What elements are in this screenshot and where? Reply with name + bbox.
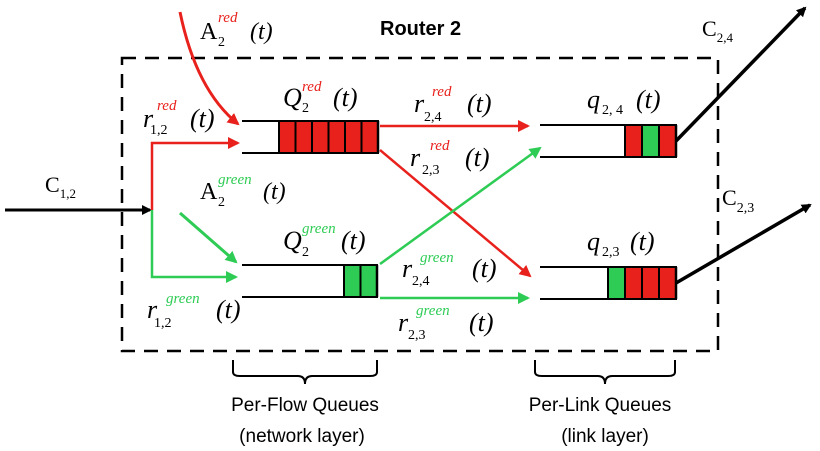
- packet-red: [278, 120, 297, 154]
- label-a-red: A2red(t): [200, 10, 273, 50]
- green-to-link24-arrow: [379, 146, 542, 266]
- packet-green: [607, 266, 626, 300]
- packet-red: [344, 120, 363, 154]
- label-q-red: Q2red (t): [283, 79, 358, 116]
- red-to-link23-arrow: [379, 149, 532, 278]
- label-r12-green: r1,2green (t): [147, 291, 241, 331]
- packet-green: [343, 264, 362, 298]
- flow-queue-green: [242, 264, 379, 298]
- per-flow-caption-line2: (network layer): [239, 426, 365, 447]
- link-queue-24: [540, 124, 678, 158]
- red-input-path: [150, 137, 240, 210]
- label-r24-red: r2,4red (t): [414, 84, 492, 125]
- packet-red: [360, 120, 379, 154]
- router-boundary: [120, 56, 720, 353]
- packet-red: [294, 120, 313, 154]
- link-queue-23: [540, 266, 678, 300]
- packet-red: [311, 120, 330, 154]
- label-c12: C1,2: [45, 172, 76, 201]
- per-link-bracket: [534, 360, 676, 385]
- label-q24: q 2, 4 (t): [587, 85, 661, 118]
- packet-red: [624, 266, 643, 300]
- label-r23-red: r 2,3red (t): [410, 138, 490, 178]
- label-a-green: A2green (t): [200, 172, 286, 210]
- packet-green: [641, 124, 660, 158]
- router-title: Router 2: [380, 18, 461, 40]
- packet-red: [658, 266, 677, 300]
- per-link-caption-line1: Per-Link Queues: [529, 395, 672, 416]
- green-input-path: [150, 210, 238, 283]
- packet-red: [658, 124, 677, 158]
- flow-queue-red: [242, 120, 380, 154]
- label-q23: q 2,3 (t): [587, 227, 655, 260]
- packet-green: [359, 264, 378, 298]
- output-link-c23: [675, 203, 812, 285]
- label-c24: C2,4: [702, 16, 733, 45]
- packet-red: [624, 124, 643, 158]
- per-flow-bracket: [232, 360, 378, 385]
- output-link-c24: [674, 6, 807, 143]
- packet-red: [327, 120, 346, 154]
- label-q-green: Q2green (t): [283, 221, 366, 260]
- red-arrival-arrow: [178, 11, 240, 126]
- label-c23: C2,3: [722, 185, 754, 216]
- green-arrival-arrow: [179, 211, 238, 264]
- label-r24-green: r2,4green (t): [402, 250, 497, 289]
- label-r12-red: r1,2red (t): [143, 98, 215, 138]
- label-r23-green: r2,3green (t): [398, 303, 494, 343]
- packet-red: [641, 266, 660, 300]
- per-flow-caption-line1: Per-Flow Queues: [231, 395, 379, 416]
- per-link-caption-line2: (link layer): [561, 426, 649, 447]
